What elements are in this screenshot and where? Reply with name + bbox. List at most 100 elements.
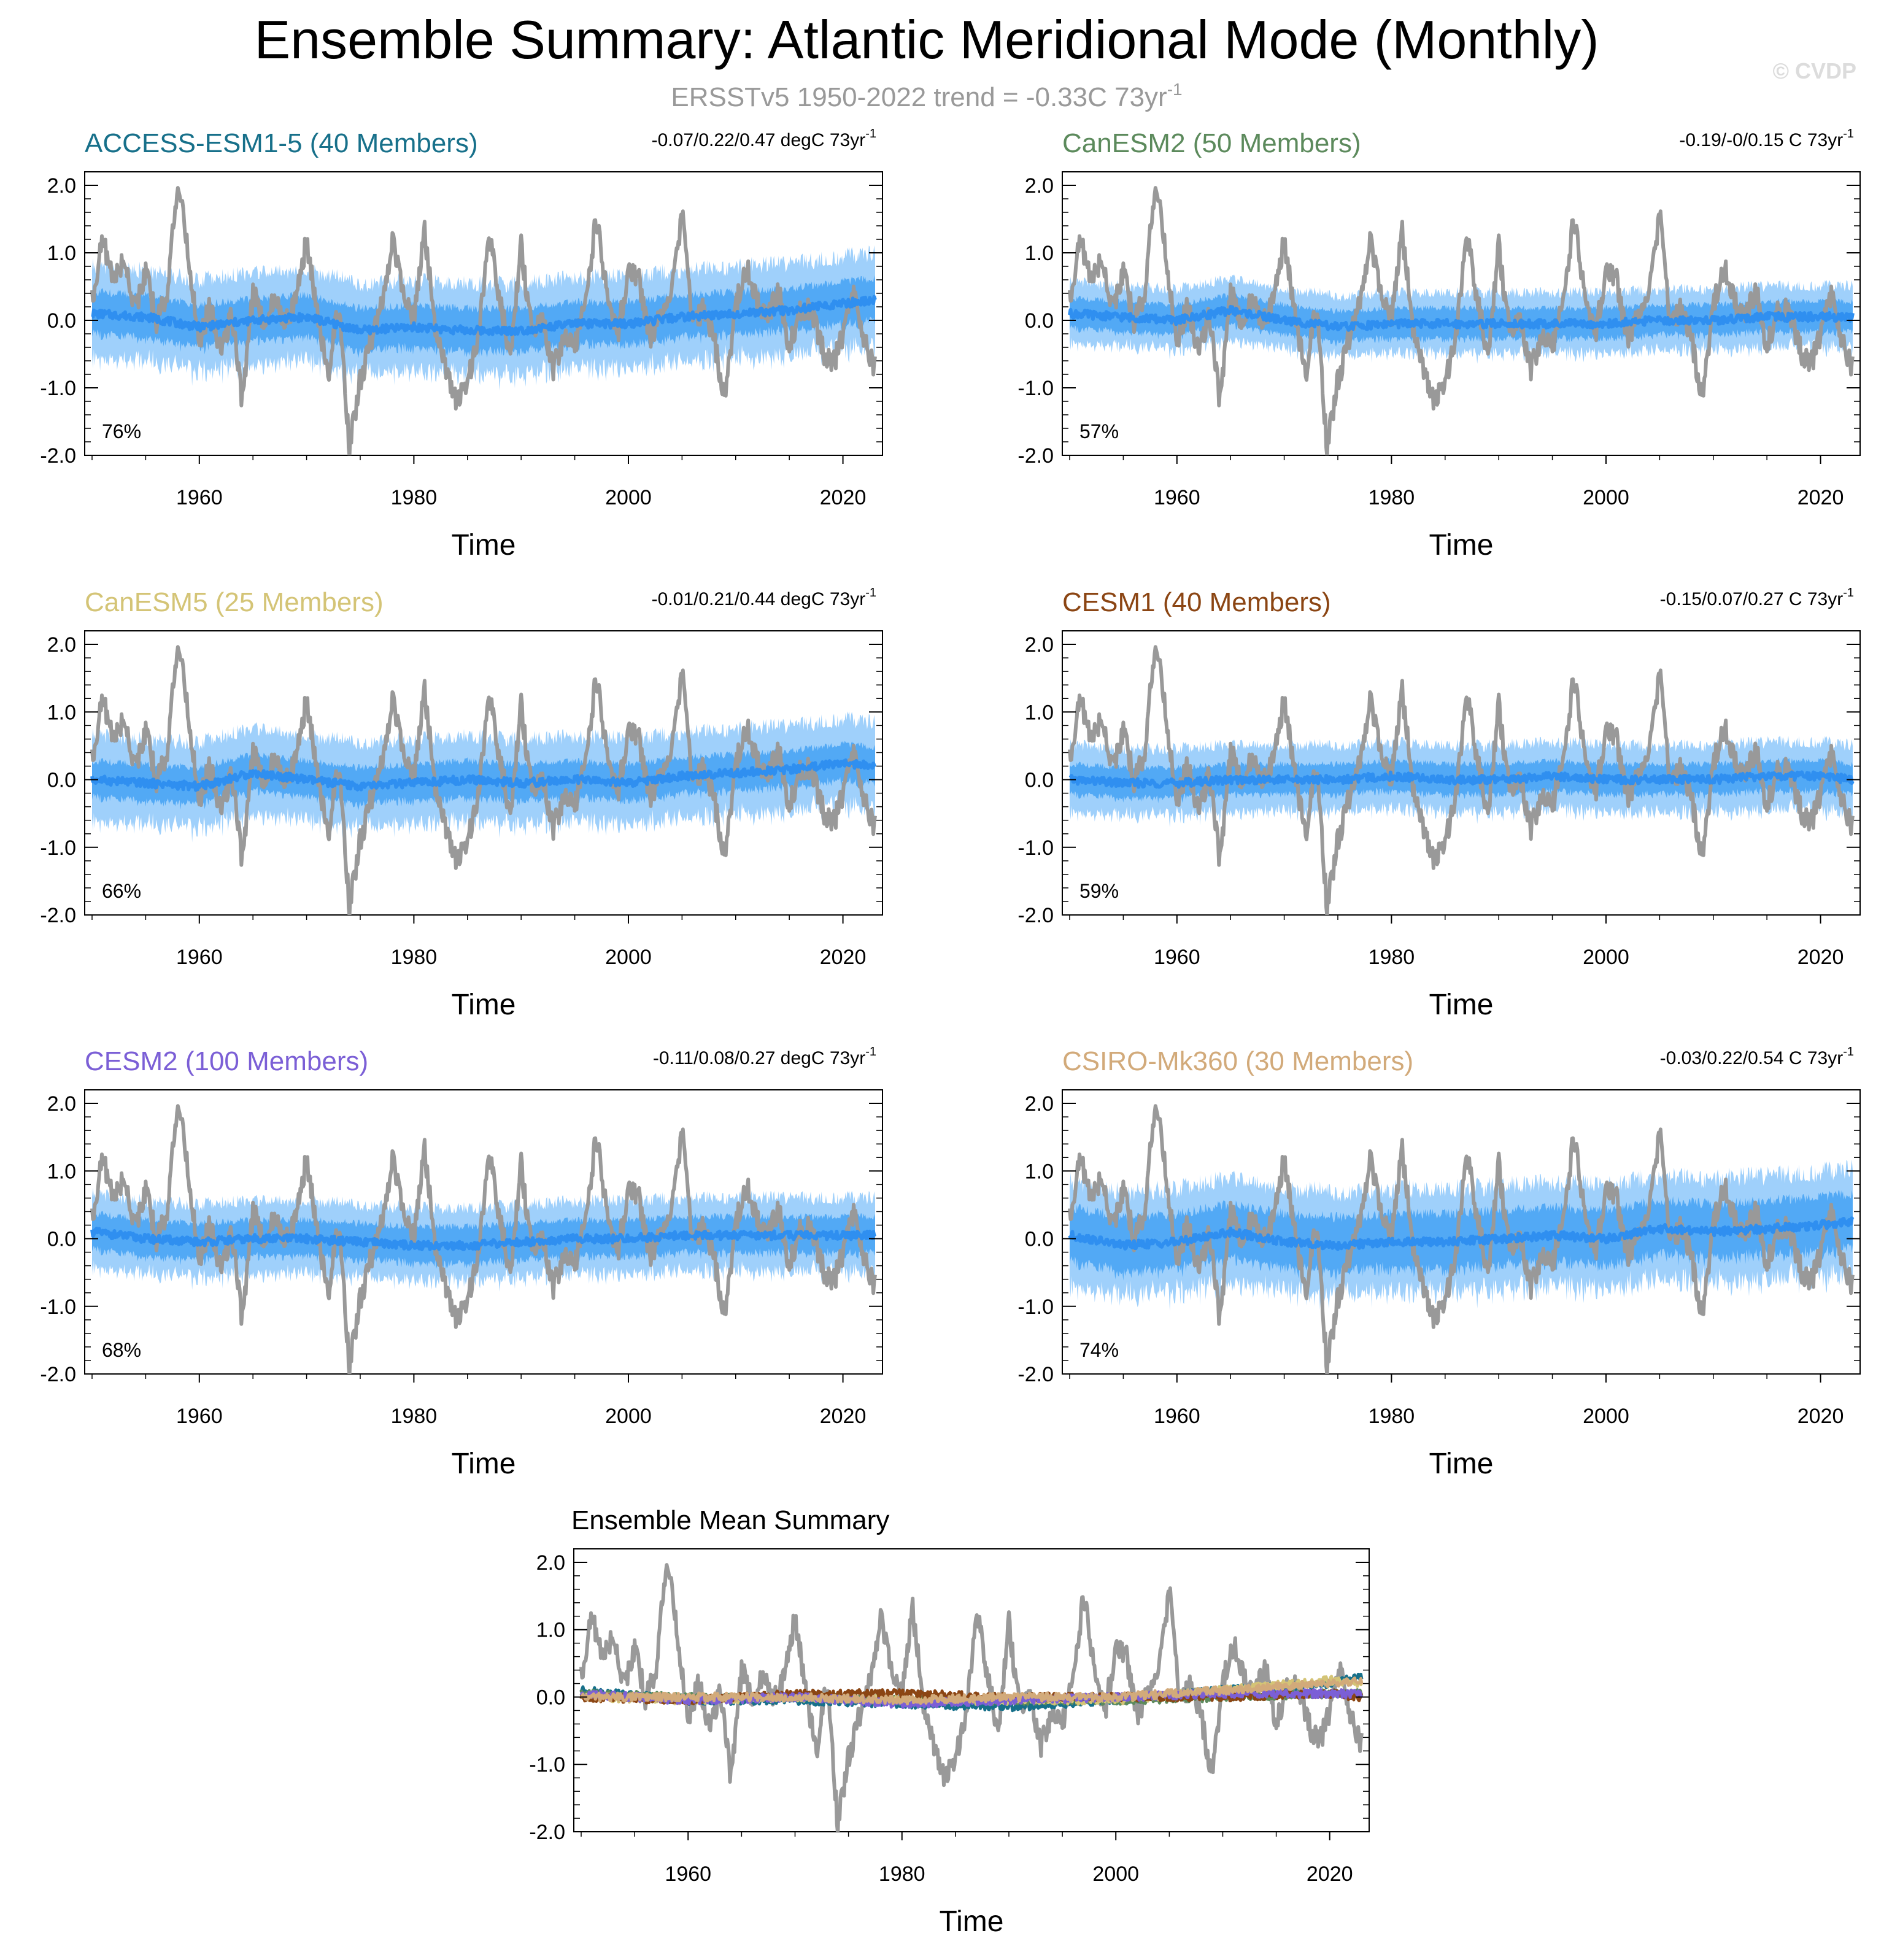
panel-trend-text: -0.01/0.21/0.44 degC 73yr-1	[652, 586, 876, 609]
spread-band-inner	[1070, 1190, 1853, 1281]
panel-title: CanESM5 (25 Members)	[85, 587, 384, 617]
x-tick-label: 1980	[391, 486, 438, 509]
x-tick-label: 1980	[1369, 486, 1415, 509]
y-tick-label: 1.0	[536, 1619, 565, 1642]
y-tick-label: 2.0	[536, 1551, 565, 1575]
observed-line	[90, 186, 877, 455]
x-tick-label: 2000	[605, 1405, 652, 1428]
x-tick-label: 1980	[391, 1405, 438, 1428]
ensemble-mean-line-6	[580, 1676, 1364, 1706]
x-axis-label: Time	[452, 529, 516, 561]
panel-trend-text: -0.15/0.07/0.27 C 73yr-1	[1660, 586, 1854, 609]
spread-band-inner	[1070, 293, 1853, 347]
y-tick-label: -1.0	[1017, 377, 1054, 400]
plot-data	[90, 1104, 877, 1374]
panel-trend-sup: -1	[1843, 1045, 1854, 1059]
x-tick-label: 1960	[176, 1405, 223, 1428]
spread-band-inner	[92, 741, 875, 811]
ensemble-mean-line-1	[1068, 304, 1855, 332]
panel-trend-sup: -1	[865, 1045, 876, 1059]
y-tick-label: 0.0	[536, 1686, 565, 1709]
observed-line	[1068, 186, 1855, 455]
x-tick-label: 1960	[665, 1862, 711, 1886]
y-tick-label: 1.0	[1025, 701, 1054, 724]
y-tick-label: 2.0	[47, 174, 76, 198]
ensemble-mean-line-1	[90, 758, 877, 792]
panel-trend-value: -0.07/0.22/0.47 degC 73yr	[652, 130, 866, 150]
panel-trend-value: -0.15/0.07/0.27 C 73yr	[1660, 589, 1844, 609]
y-tick-label: -2.0	[1017, 1363, 1054, 1386]
y-tick-label: -2.0	[40, 444, 76, 468]
y-tick-label: -1.0	[40, 377, 76, 400]
x-tick-label: 1960	[1154, 486, 1200, 509]
x-tick-label: 2020	[1307, 1862, 1353, 1886]
plot-data	[579, 1563, 1364, 1832]
observed-line	[1068, 645, 1855, 915]
x-tick-label: 1980	[391, 946, 438, 969]
x-tick-label: 2000	[1092, 1862, 1139, 1886]
x-tick-label: 1960	[1154, 946, 1200, 969]
x-tick-label: 1960	[176, 486, 223, 509]
y-tick-label: 1.0	[47, 242, 76, 265]
y-tick-label: 2.0	[47, 633, 76, 657]
x-tick-label: 1960	[176, 946, 223, 969]
y-tick-label: -1.0	[40, 836, 76, 860]
y-tick-label: -2.0	[1017, 904, 1054, 927]
x-tick-label: 1980	[1369, 1405, 1415, 1428]
x-tick-label: 2020	[820, 946, 867, 969]
chart-panel-4: 2.0 1.0 0.0 -1.0 -2.0 1960 1980 2000 2020 Time CES…	[1017, 586, 1861, 1021]
x-tick-label: 2000	[1583, 486, 1629, 509]
x-axis-label: Time	[940, 1905, 1004, 1938]
panel-title: CanESM2 (50 Members)	[1062, 128, 1361, 158]
panel-pct-label: 74%	[1079, 1339, 1119, 1361]
plot-data	[90, 645, 877, 915]
x-axis-label: Time	[452, 989, 516, 1021]
panel-trend-text: -0.11/0.08/0.27 degC 73yr-1	[653, 1045, 876, 1068]
chart-panel-7: 2.0 1.0 0.0 -1.0 -2.0 1960 1980 2000 2020 Time Ens…	[529, 1505, 1370, 1938]
panel-pct-label: 59%	[1079, 880, 1119, 902]
y-tick-label: -1.0	[529, 1753, 565, 1777]
y-tick-label: 0.0	[47, 1228, 76, 1251]
x-tick-label: 1960	[1154, 1405, 1200, 1428]
y-tick-label: 2.0	[1025, 633, 1054, 657]
x-axis-label: Time	[1429, 529, 1494, 561]
y-tick-label: 0.0	[47, 769, 76, 792]
chart-panel-6: 2.0 1.0 0.0 -1.0 -2.0 1960 1980 2000 2020 Time CSI…	[1017, 1045, 1861, 1480]
x-tick-label: 2020	[1797, 486, 1844, 509]
panel-trend-sup: -1	[1843, 586, 1854, 600]
x-tick-label: 2020	[1797, 946, 1844, 969]
x-tick-label: 1980	[879, 1862, 925, 1886]
y-tick-label: -2.0	[40, 904, 76, 927]
ensemble-mean-line-1	[90, 1227, 877, 1251]
figure-subtitle-text: ERSSTv5 1950-2022 trend = -0.33C 73yr	[671, 82, 1167, 112]
ensemble-mean-line-1	[1068, 1216, 1855, 1251]
panel-title: CSIRO-Mk360 (30 Members)	[1062, 1046, 1413, 1076]
x-tick-label: 2020	[820, 1405, 867, 1428]
plot-data	[90, 186, 877, 455]
chart-panel-2: 2.0 1.0 0.0 -1.0 -2.0 1960 1980 2000 2020 Time Can…	[1017, 127, 1861, 561]
panel-trend-sup: -1	[1843, 127, 1854, 141]
panel-title: Ensemble Mean Summary	[571, 1505, 889, 1535]
y-tick-label: 0.0	[1025, 309, 1054, 333]
y-tick-label: -2.0	[1017, 444, 1054, 468]
ensemble-mean-line-1	[1068, 770, 1855, 789]
panel-pct-label: 76%	[102, 420, 141, 442]
x-tick-label: 2000	[605, 946, 652, 969]
figure-subtitle-sup: -1	[1167, 80, 1183, 99]
panel-trend-value: -0.11/0.08/0.27 degC 73yr	[653, 1048, 865, 1068]
ensemble-mean-line-1	[91, 295, 877, 336]
y-tick-label: 1.0	[1025, 242, 1054, 265]
y-tick-label: 2.0	[47, 1092, 76, 1116]
observed-line	[579, 1563, 1364, 1832]
x-tick-label: 1980	[1369, 946, 1415, 969]
y-tick-label: 1.0	[47, 1160, 76, 1183]
chart-panel-1: 2.0 1.0 0.0 -1.0 -2.0 1960 1980 2000 2020 Time ACC…	[40, 127, 883, 561]
panel-trend-text: -0.07/0.22/0.47 degC 73yr-1	[652, 127, 876, 150]
spread-band-inner	[92, 275, 875, 358]
observed-line	[90, 645, 877, 915]
y-tick-label: 2.0	[1025, 174, 1054, 198]
panels: 2.0 1.0 0.0 -1.0 -2.0 1960 1980 2000 2020 Time ACC…	[40, 127, 1861, 1938]
plot-data	[1068, 1104, 1855, 1374]
x-axis-label: Time	[452, 1448, 516, 1480]
